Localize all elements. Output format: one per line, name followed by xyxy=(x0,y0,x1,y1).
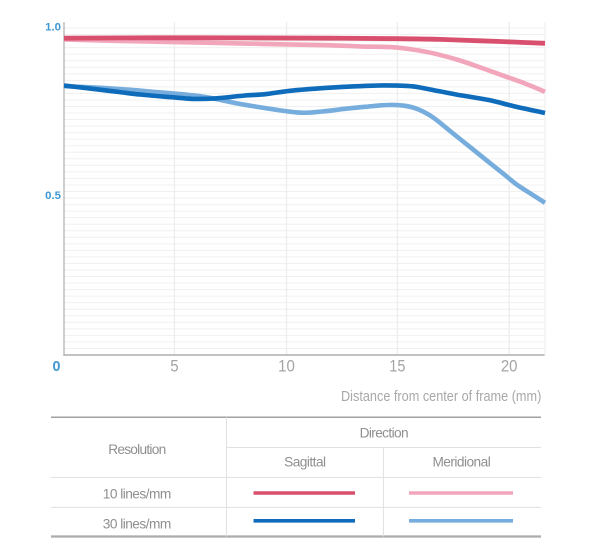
svg-text:Sagittal: Sagittal xyxy=(284,455,326,470)
svg-text:30 lines/mm: 30 lines/mm xyxy=(103,516,172,531)
svg-text:10: 10 xyxy=(278,358,295,376)
svg-text:5: 5 xyxy=(170,358,178,376)
svg-text:Distance from center of frame: Distance from center of frame (mm) xyxy=(341,388,541,405)
svg-text:0: 0 xyxy=(53,359,61,375)
svg-text:10 lines/mm: 10 lines/mm xyxy=(103,486,172,501)
svg-text:Direction: Direction xyxy=(360,426,409,441)
svg-text:20: 20 xyxy=(501,358,518,376)
svg-text:1.0: 1.0 xyxy=(45,21,61,33)
svg-text:Resolution: Resolution xyxy=(108,442,166,457)
svg-text:0.5: 0.5 xyxy=(45,190,61,202)
svg-text:Meridional: Meridional xyxy=(432,455,490,470)
svg-text:15: 15 xyxy=(389,358,405,376)
